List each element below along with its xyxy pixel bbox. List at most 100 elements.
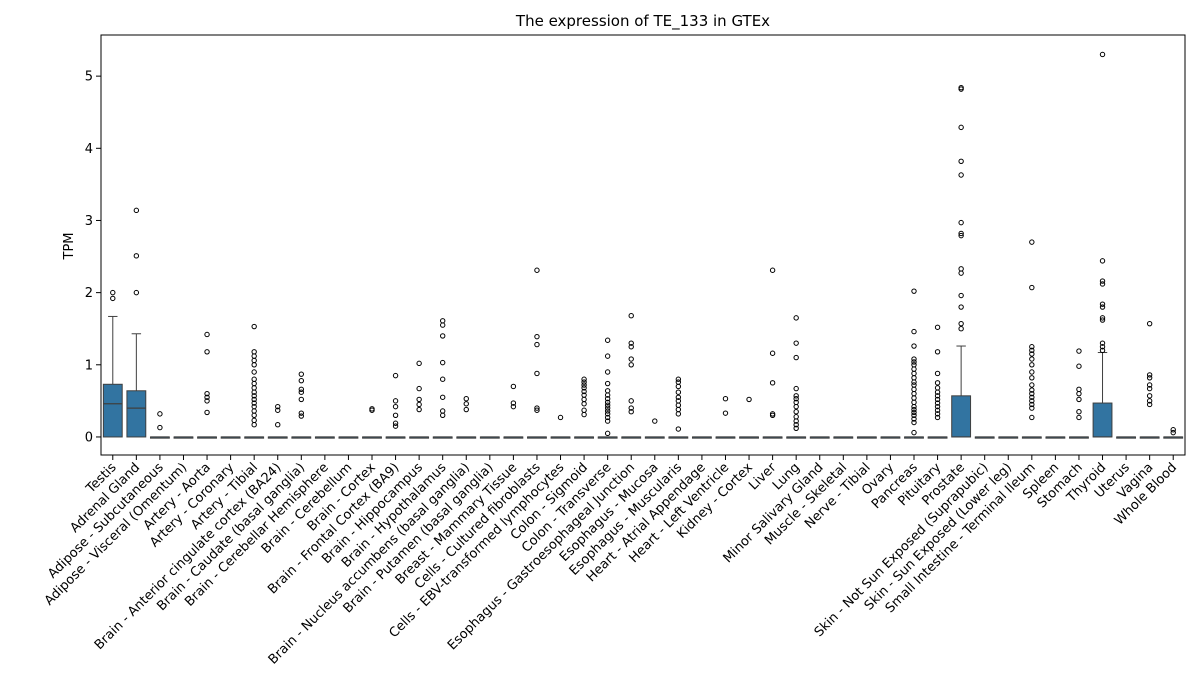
box-group	[385, 372, 406, 439]
outlier-point	[204, 394, 210, 400]
outlier-point	[911, 370, 917, 377]
outlier-point	[369, 406, 375, 412]
outlier-point	[934, 380, 941, 386]
outlier-point	[604, 418, 611, 424]
outlier-point	[1029, 405, 1035, 411]
outlier-point	[204, 409, 210, 416]
box-group	[197, 331, 217, 439]
outlier-point	[251, 400, 257, 406]
box-group	[1045, 436, 1066, 439]
outlier-point	[133, 207, 140, 214]
outlier-point	[251, 362, 257, 368]
outlier-point	[439, 318, 446, 324]
box-group	[479, 436, 500, 439]
outlier-point	[958, 266, 964, 272]
outlier-point	[416, 360, 422, 367]
outlier-point	[604, 399, 611, 406]
outlier-point	[675, 406, 682, 413]
outlier-point	[746, 396, 752, 403]
outlier-point	[1029, 382, 1035, 388]
outlier-point	[1029, 398, 1035, 404]
outlier-point	[793, 396, 799, 402]
box-group	[267, 403, 288, 439]
box-group	[338, 436, 359, 439]
outlier-point	[1146, 372, 1153, 378]
outlier-point	[251, 396, 257, 403]
outlier-point	[581, 411, 587, 418]
outlier-point	[534, 267, 540, 273]
outlier-point	[110, 295, 116, 302]
outlier-point	[604, 388, 611, 394]
outlier-point	[1029, 351, 1035, 357]
outlier-point	[157, 424, 163, 431]
outlier-point	[1029, 356, 1035, 362]
outlier-point	[1076, 348, 1082, 354]
outlier-point	[298, 386, 305, 393]
outlier-point	[911, 328, 917, 335]
outlier-point	[628, 362, 634, 368]
outlier-point	[1029, 239, 1035, 245]
box-group	[739, 396, 759, 439]
outlier-point	[1146, 382, 1153, 388]
outlier-point	[392, 403, 399, 410]
outlier-point	[1029, 394, 1035, 400]
outlier-point	[251, 385, 257, 391]
outlier-point	[204, 331, 210, 338]
outlier-point	[1076, 409, 1082, 415]
y-tick-label: 1	[85, 358, 93, 373]
outlier-point	[298, 413, 305, 419]
outlier-point	[1029, 369, 1035, 375]
outlier-point	[251, 376, 257, 382]
outlier-point	[251, 417, 257, 424]
y-axis-label: TPM	[62, 233, 77, 261]
outlier-point	[934, 370, 941, 377]
outlier-point	[911, 288, 917, 294]
box-group	[527, 267, 547, 439]
box-group	[244, 323, 265, 439]
outlier-point	[934, 393, 941, 399]
outlier-point	[251, 353, 257, 359]
box-group	[762, 267, 783, 439]
plot-frame	[100, 34, 1186, 456]
outlier-point	[557, 414, 564, 421]
outlier-point	[392, 423, 399, 429]
outlier-point	[510, 383, 517, 390]
box-group	[880, 436, 901, 439]
outlier-point	[251, 380, 257, 387]
outlier-point	[911, 419, 917, 426]
outlier-point	[769, 267, 776, 273]
outlier-point	[1029, 284, 1035, 291]
outlier-point	[793, 403, 799, 410]
box-group	[904, 288, 924, 439]
outlier-point	[958, 84, 964, 91]
outlier-point	[793, 414, 799, 420]
outlier-point	[675, 376, 682, 382]
outlier-point	[251, 408, 257, 414]
outlier-point	[793, 340, 799, 346]
outlier-point	[298, 371, 305, 377]
box-group	[597, 337, 618, 439]
outlier-point	[581, 379, 587, 385]
outlier-point	[534, 407, 540, 413]
box-group	[456, 396, 477, 439]
outlier-point	[1076, 396, 1082, 403]
outlier-point	[958, 232, 964, 239]
outlier-point	[392, 398, 399, 404]
outlier-point	[1099, 315, 1106, 321]
outlier-point	[958, 219, 964, 226]
outlier-point	[604, 414, 611, 421]
outlier-point	[958, 304, 964, 310]
outlier-point	[110, 289, 116, 296]
outlier-point	[628, 356, 634, 362]
outlier-point	[416, 396, 422, 403]
outlier-point	[934, 407, 941, 413]
box-group	[998, 436, 1019, 439]
box-group	[621, 313, 642, 439]
outlier-point	[1170, 429, 1176, 436]
outlier-point	[416, 401, 422, 408]
outlier-point	[581, 392, 587, 398]
y-tick-label: 2	[85, 286, 93, 301]
outlier-point	[1099, 340, 1106, 346]
